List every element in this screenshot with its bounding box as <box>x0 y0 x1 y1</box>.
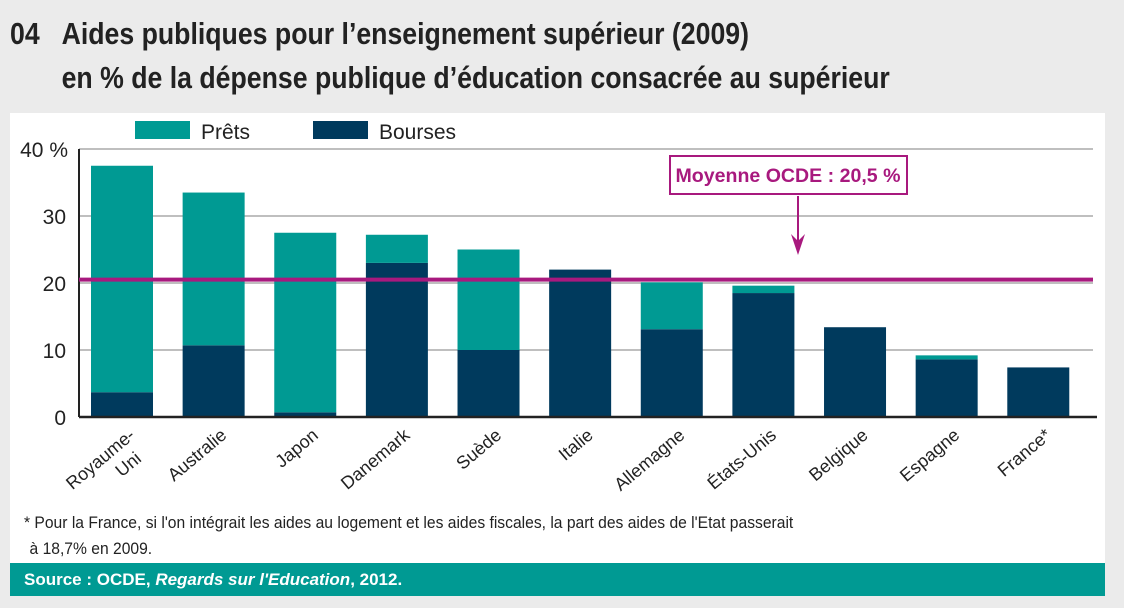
footnote-line-2: à 18,7% en 2009. <box>29 539 153 558</box>
oecd-average-label: Moyenne OCDE : 20,5 % <box>676 166 901 187</box>
bar-prêts <box>274 232 337 413</box>
x-tick-label: Danemark <box>337 424 414 493</box>
oecd-average-label-box <box>669 155 908 195</box>
source-prefix: Source : OCDE, <box>24 570 156 589</box>
x-tick-label: France* <box>994 425 1055 481</box>
bar-bourses <box>640 329 703 417</box>
figure-number: 04 <box>10 16 40 51</box>
title-line-1: Aides publiques pour l’enseignement supé… <box>61 16 749 51</box>
bar-prêts <box>732 285 795 294</box>
x-tick-label: Royaume-Uni <box>62 425 153 511</box>
y-tick-label: 40 % <box>20 139 68 162</box>
footnote: * Pour la France, si l'on intégrait les … <box>24 510 793 562</box>
chart-panel: 0 10 20 30 40 % Royaume-Uni Australie Japon Dane… <box>10 113 1105 563</box>
bar-prêts <box>457 249 520 350</box>
x-tick-label: Australie <box>164 425 231 485</box>
bar-bourses <box>549 269 612 417</box>
x-tick-label: Suède <box>452 425 505 474</box>
title-line-2: en % de la dépense publique d’éducation … <box>61 60 890 95</box>
legend-label-bourses: Bourses <box>379 121 456 144</box>
x-tick-label: Allemagne <box>610 425 688 495</box>
bar-bourses <box>182 345 245 417</box>
bar-chart: 0 10 20 30 40 % Royaume-Uni Australie Japon Dane… <box>20 121 1097 511</box>
bar-prêts <box>915 355 978 360</box>
source-suffix: , 2012. <box>350 570 403 589</box>
bar-bourses <box>457 350 520 417</box>
bar-prêts <box>365 234 428 263</box>
source-bar: Source : OCDE, Regards sur l'Education, … <box>10 563 1105 596</box>
arrow-head-icon <box>791 234 805 255</box>
bar-prêts <box>182 192 245 346</box>
bar-bourses <box>365 262 428 417</box>
x-tick-label: Japon <box>271 425 321 472</box>
bar-bourses <box>824 327 887 417</box>
legend-swatch-prêts <box>135 121 190 139</box>
legend-swatch-bourses <box>313 121 368 139</box>
bar-bourses <box>732 293 795 417</box>
x-tick-label: États-Unis <box>704 425 780 494</box>
bar-bourses <box>915 359 978 417</box>
bar-bourses <box>91 392 153 417</box>
legend-label-prêts: Prêts <box>201 121 250 144</box>
source-title: Regards sur l'Education <box>155 570 351 589</box>
x-tick-label: Belgique <box>805 425 872 485</box>
y-tick-label: 0 <box>54 407 66 430</box>
chart-title: 04 Aides publiques pour l’enseignement su… <box>10 12 890 100</box>
x-tick-label: Espagne <box>896 425 963 486</box>
bar-bourses <box>274 412 337 417</box>
bar-prêts <box>640 282 703 330</box>
x-tick-label: Italie <box>555 425 597 465</box>
y-tick-label: 20 <box>43 273 66 296</box>
y-tick-label: 10 <box>43 340 66 363</box>
bar-bourses <box>1007 367 1070 417</box>
y-tick-label: 30 <box>43 206 66 229</box>
footnote-line-1: * Pour la France, si l'on intégrait les … <box>24 513 794 532</box>
